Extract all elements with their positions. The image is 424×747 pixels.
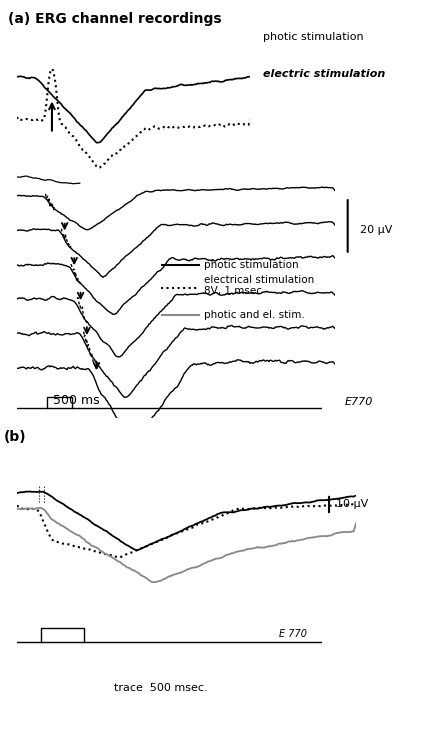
Text: photic stimulation: photic stimulation — [204, 260, 299, 270]
Text: electrical stimulation
8V, 1 msec: electrical stimulation 8V, 1 msec — [204, 275, 315, 296]
Text: trace  500 msec.: trace 500 msec. — [114, 683, 208, 693]
Text: photic and el. stim.: photic and el. stim. — [204, 310, 305, 320]
Text: (b): (b) — [3, 430, 26, 444]
Text: photic stimulation: photic stimulation — [263, 32, 363, 42]
Text: 10 μV: 10 μV — [336, 500, 368, 509]
Text: electric stimulation: electric stimulation — [263, 69, 385, 79]
Text: E 770: E 770 — [279, 629, 307, 639]
Text: E770: E770 — [345, 397, 373, 406]
Text: 20 μV: 20 μV — [360, 225, 393, 235]
Text: 500 ms: 500 ms — [53, 394, 100, 406]
Text: (a) ERG channel recordings: (a) ERG channel recordings — [8, 13, 222, 26]
